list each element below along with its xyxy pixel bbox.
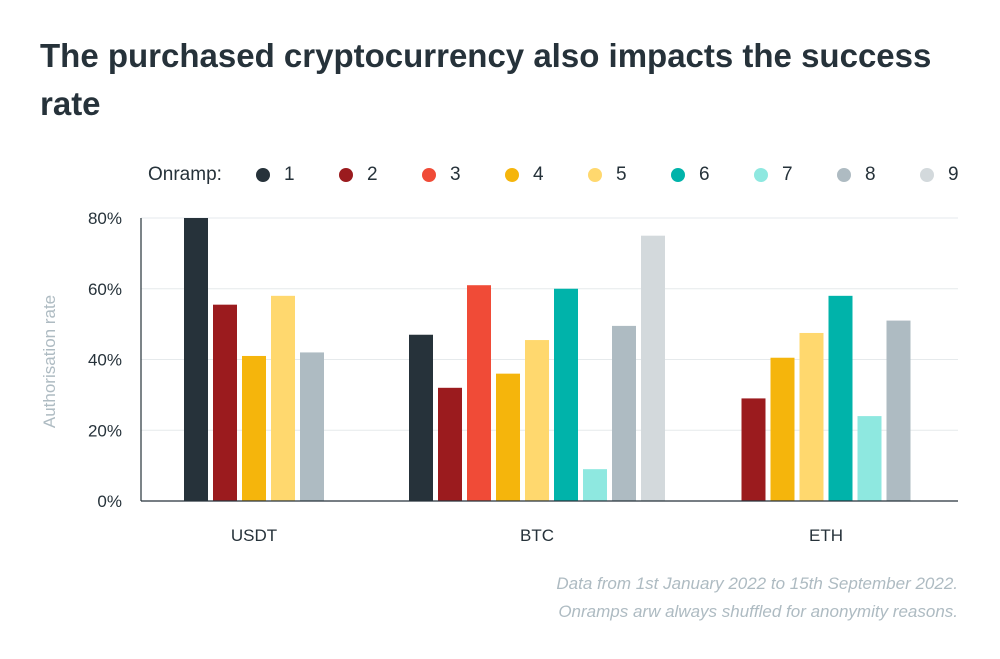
legend-text-2: 2 [367,164,378,185]
bar-eth-onramp-7 [857,416,882,501]
x-tick-label: USDT [231,526,277,545]
legend: Onramp: 1 2 3 4 5 6 7 8 9 [148,162,988,188]
bar-eth-onramp-4 [770,357,795,501]
legend-swatch-9 [920,168,934,182]
legend-text-5: 5 [616,164,627,185]
bar-eth-onramp-6 [828,295,853,501]
y-tick-label: 0% [97,492,122,511]
legend-text-3: 3 [450,164,461,185]
bar-usdt-onramp-1 [184,218,208,501]
bar-btc-onramp-1 [409,334,433,501]
y-tick-label: 20% [88,421,122,440]
legend-text-9: 9 [948,164,959,185]
footnote-line-2: Onramps arw always shuffled for anonymit… [558,602,958,621]
bar-btc-onramp-8 [612,325,636,501]
bar-btc-onramp-6 [554,288,578,501]
y-axis-title: Authorisation rate [40,295,59,428]
bar-btc-onramp-4 [496,373,520,501]
bar-usdt-onramp-2 [213,304,237,501]
legend-swatch-8 [837,168,851,182]
y-tick-label: 80% [88,209,122,228]
legend-text-7: 7 [782,164,793,185]
footnote: Data from 1st January 2022 to 15th Septe… [556,570,958,626]
legend-text-8: 8 [865,164,876,185]
legend-label: Onramp: [148,164,222,185]
legend-swatch-4 [505,168,519,182]
x-tick-label: BTC [520,526,554,545]
chart-title: The purchased cryptocurrency also impact… [40,37,932,122]
bar-btc-onramp-3 [467,285,491,501]
x-tick-label: ETH [809,526,843,545]
bar-btc-onramp-7 [583,469,607,501]
legend-text-4: 4 [533,164,544,185]
legend-text-1: 1 [284,164,295,185]
legend-text-6: 6 [699,164,710,185]
legend-swatch-6 [671,168,685,182]
bar-chart: 0% 20% 40% 60% 80% Authorisation rate USDT BTC E… [40,209,958,545]
bar-usdt-onramp-8 [300,352,324,501]
bar-usdt-onramp-5 [271,295,295,501]
legend-swatch-2 [339,168,353,182]
bar-eth-onramp-2 [741,398,766,501]
legend-swatch-1 [256,168,270,182]
legend-swatch-7 [754,168,768,182]
y-tick-label: 40% [88,351,122,370]
legend-swatch-5 [588,168,602,182]
bar-btc-onramp-5 [525,340,549,501]
footnote-line-1: Data from 1st January 2022 to 15th Septe… [556,574,958,593]
bar-btc-onramp-2 [438,387,462,501]
legend-swatch-3 [422,168,436,182]
bar-usdt-onramp-4 [242,355,266,501]
bar-eth-onramp-5 [799,332,824,501]
bar-eth-onramp-8 [886,320,911,501]
bar-btc-onramp-9 [641,235,665,501]
y-tick-label: 60% [88,280,122,299]
